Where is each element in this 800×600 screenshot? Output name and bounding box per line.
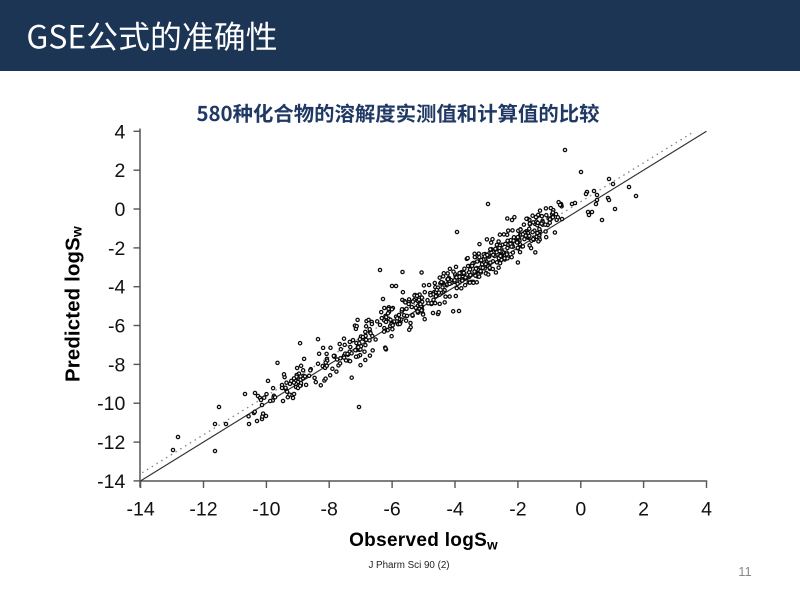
svg-text:-6: -6 xyxy=(108,316,125,338)
svg-text:2: 2 xyxy=(638,499,649,521)
svg-text:-8: -8 xyxy=(321,499,338,521)
svg-text:-4: -4 xyxy=(446,499,463,521)
svg-text:-6: -6 xyxy=(383,499,400,521)
svg-text:4: 4 xyxy=(114,121,125,143)
svg-text:-4: -4 xyxy=(108,277,125,299)
svg-text:Observed logSw: Observed logSw xyxy=(349,530,498,553)
svg-text:-2: -2 xyxy=(108,238,125,260)
svg-text:4: 4 xyxy=(701,499,712,521)
svg-text:-12: -12 xyxy=(97,432,125,454)
svg-text:-14: -14 xyxy=(97,471,125,493)
svg-text:11: 11 xyxy=(738,564,752,579)
svg-text:-14: -14 xyxy=(127,499,155,521)
svg-text:-10: -10 xyxy=(252,499,280,521)
svg-text:-8: -8 xyxy=(108,354,125,376)
svg-text:Predicted logSw: Predicted logSw xyxy=(62,226,84,382)
svg-text:2: 2 xyxy=(114,160,125,182)
svg-text:-10: -10 xyxy=(97,393,125,415)
svg-text:0: 0 xyxy=(114,199,125,221)
svg-text:J Pharm Sci 90 (2): J Pharm Sci 90 (2) xyxy=(368,560,449,571)
svg-text:0: 0 xyxy=(575,499,586,521)
svg-text:-2: -2 xyxy=(509,499,526,521)
svg-text:-12: -12 xyxy=(189,499,217,521)
